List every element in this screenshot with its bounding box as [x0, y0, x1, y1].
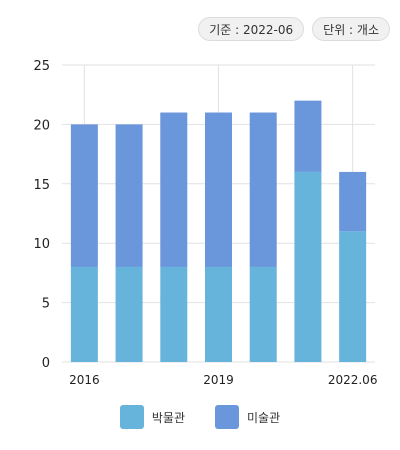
bar-segment-art-museum: [249, 112, 277, 267]
bar-segment-art-museum: [339, 171, 367, 232]
bar-segment-art-museum: [115, 124, 143, 267]
y-tick-label: 10: [33, 237, 50, 252]
legend-item-art-museum[interactable]: 미술관: [215, 405, 280, 429]
basis-date-badge: 기준 : 2022-06: [198, 17, 305, 41]
bar-segment-museum: [70, 266, 98, 362]
bar-segment-art-museum: [160, 112, 188, 267]
stacked-bar-chart: 0 5 10 15 20 25 2016 2019 2022.06: [33, 59, 378, 387]
y-tick-label: 0: [42, 356, 50, 371]
bar-segment-art-museum: [205, 112, 232, 267]
x-tick-label: 2016: [69, 373, 100, 387]
x-tick-label: 2022.06: [328, 373, 378, 387]
y-tick-label: 15: [33, 178, 50, 193]
chart-legend: 박물관 미술관: [0, 405, 400, 429]
legend-swatch-museum: [119, 405, 144, 429]
x-tick-label: 2019: [203, 373, 234, 387]
y-tick-label: 5: [42, 297, 50, 312]
legend-swatch-art-museum: [215, 405, 239, 429]
y-tick-label: 25: [33, 59, 50, 74]
legend-label-art-museum: 미술관: [247, 410, 281, 425]
y-tick-label: 20: [33, 118, 50, 133]
bar-segment-museum: [205, 266, 232, 362]
bar-segment-museum: [115, 266, 143, 362]
unit-badge: 단위 : 개소: [312, 17, 390, 41]
legend-item-museum[interactable]: 박물관: [119, 405, 185, 429]
bar-segment-museum: [249, 266, 277, 362]
legend-label-museum: 박물관: [151, 410, 185, 425]
info-badges: 기준 : 2022-06 단위 : 개소: [198, 17, 390, 41]
bar-segment-museum: [160, 266, 188, 362]
bar-segment-art-museum: [70, 124, 98, 267]
bar-segment-museum: [339, 231, 367, 362]
bar-segment-art-museum: [294, 100, 322, 172]
bar-segment-museum: [294, 171, 322, 362]
